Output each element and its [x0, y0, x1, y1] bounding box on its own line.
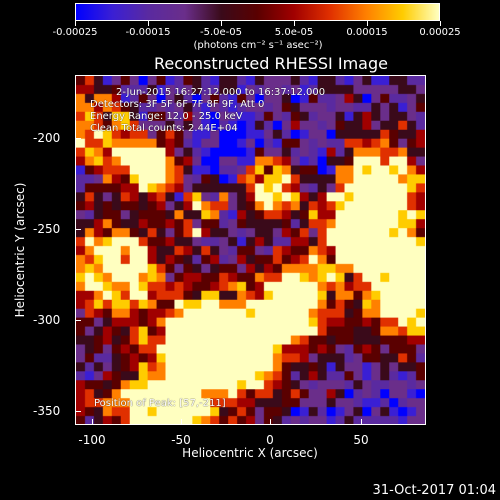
y-tick-label: -200	[33, 131, 61, 145]
colorbar-tick-label: -0.00025	[52, 27, 98, 38]
colorbar-tick-label: -0.00015	[125, 27, 171, 38]
x-tick-label: 0	[266, 433, 274, 447]
colorbar-tick	[221, 21, 222, 26]
image-plot[interactable]: 2-Jun-2015 16:27:12.000 to 16:37:12.000 …	[75, 75, 426, 425]
y-tick-label: -350	[33, 404, 61, 418]
x-tick-label: 50	[353, 433, 369, 447]
heatmap-image	[76, 76, 425, 424]
x-tick-mark	[270, 419, 271, 425]
colorbar-tick	[440, 21, 441, 26]
time-range-annotation: 2-Jun-2015 16:27:12.000 to 16:37:12.000	[116, 87, 326, 98]
colorbar-tick	[75, 21, 76, 26]
detectors-annotation: Detectors: 3F 5F 6F 7F 8F 9F, Att 0	[90, 99, 265, 110]
colorbar-tick	[294, 21, 295, 26]
colorbar-tick	[148, 21, 149, 26]
y-axis-label: Heliocentric Y (arcsec)	[13, 182, 27, 318]
y-tick-label: -250	[33, 222, 61, 236]
x-axis-label: Heliocentric X (arcsec)	[182, 446, 318, 460]
colorbar	[75, 3, 440, 21]
colorbar-units: (photons cm⁻² s⁻¹ asec⁻²)	[193, 40, 323, 51]
colorbar-tick-label: -5.0e-05	[200, 27, 242, 38]
x-tick-mark	[92, 419, 93, 425]
colorbar-tick-label: 0.00025	[419, 27, 461, 38]
colorbar-tick-label: 0.00015	[346, 27, 388, 38]
clean-annotation: Clean Total counts: 2.44E+04	[90, 123, 238, 134]
energy-annotation: Energy Range: 12.0 - 25.0 keV	[90, 111, 243, 122]
x-tick-mark	[181, 419, 182, 425]
peak-position-annotation: Position of Peak: [57,-211]	[94, 398, 226, 409]
y-tick-mark	[75, 138, 81, 139]
plot-title: Reconstructed RHESSI Image	[154, 54, 388, 73]
footer-date: 31-Oct-2017 01:04	[372, 483, 496, 498]
colorbar-tick	[367, 21, 368, 26]
y-tick-mark	[75, 229, 81, 230]
y-tick-label: -300	[33, 313, 61, 327]
y-tick-mark	[75, 411, 81, 412]
y-tick-mark	[75, 320, 81, 321]
x-tick-label: -50	[171, 433, 191, 447]
colorbar-tick-label: 5.0e-05	[274, 27, 314, 38]
x-tick-mark	[361, 419, 362, 425]
x-tick-label: -100	[78, 433, 106, 447]
